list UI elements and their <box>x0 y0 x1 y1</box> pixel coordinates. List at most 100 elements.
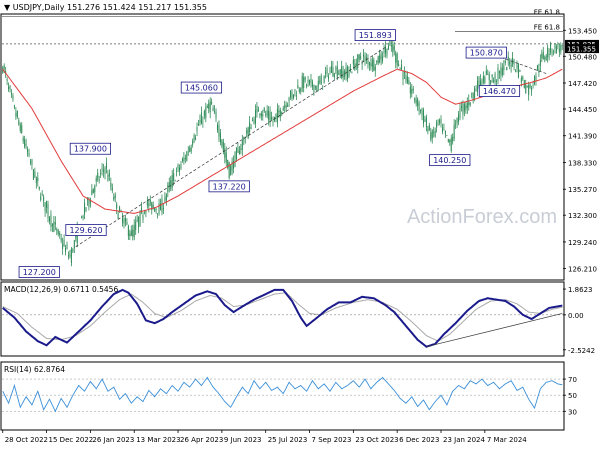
candle-body <box>92 188 94 194</box>
candle-body <box>127 226 129 237</box>
candle-body <box>12 95 14 100</box>
candle-body <box>244 140 246 142</box>
candle-body <box>551 52 553 54</box>
candle-body <box>28 153 30 156</box>
candle-body <box>234 152 236 168</box>
candle-body <box>143 212 145 214</box>
candle-body <box>193 134 195 142</box>
candle-body <box>211 101 213 104</box>
x-tick-label: 23 Jan 2024 <box>443 436 486 444</box>
candle-body <box>164 197 166 202</box>
collapse-arrow-icon[interactable]: ▼ <box>4 3 11 12</box>
candle-body <box>256 106 258 113</box>
candle-body <box>347 66 349 80</box>
x-tick-label: 6 Dec 2023 <box>399 436 439 444</box>
candle-body <box>238 150 240 155</box>
candle-body <box>424 119 426 122</box>
candle-body <box>503 65 505 71</box>
candle-body <box>67 255 69 257</box>
x-tick-label: 7 Sep 2023 <box>312 436 352 444</box>
candle-body <box>63 240 65 246</box>
candle-body <box>154 207 156 212</box>
candle-body <box>456 118 458 124</box>
candle-body <box>192 140 194 145</box>
candle-body <box>108 173 110 177</box>
candle-body <box>228 162 230 179</box>
macd-tick-label: 1.8623 <box>568 286 593 294</box>
candle-body <box>386 48 388 56</box>
candle-body <box>157 213 159 214</box>
candle-body <box>268 110 270 120</box>
candle-body <box>34 171 36 178</box>
candle-body <box>9 85 11 90</box>
candle-body <box>390 45 392 47</box>
candle-body <box>2 67 4 73</box>
candle-body <box>22 137 24 142</box>
candle-body <box>319 80 321 82</box>
candle-body <box>336 66 338 78</box>
candle-body <box>513 60 515 65</box>
candle-body <box>368 62 370 66</box>
candle-body <box>479 80 481 88</box>
candle-body <box>66 244 68 249</box>
candle-body <box>428 125 430 130</box>
candle-body <box>107 174 109 182</box>
candle-body <box>287 104 289 107</box>
candle-body <box>379 55 381 63</box>
candle-body <box>29 161 31 163</box>
candle-body <box>60 238 62 241</box>
candle-body <box>507 56 509 61</box>
candle-body <box>504 60 506 63</box>
candle-body <box>542 52 544 59</box>
candle-body <box>199 119 201 123</box>
price-annotation: 137.900 <box>69 142 111 155</box>
candle-body <box>425 117 427 127</box>
candle-body <box>455 123 457 125</box>
candle-body <box>440 118 442 124</box>
candle-body <box>281 111 283 115</box>
candle-body <box>104 168 106 175</box>
candle-body <box>517 63 519 78</box>
candle-body <box>311 81 313 87</box>
candle-body <box>179 167 181 172</box>
candle-body <box>427 128 429 132</box>
candle-body <box>167 185 169 192</box>
candle-body <box>322 85 324 87</box>
candle-body <box>16 110 18 118</box>
candle-body <box>412 88 414 91</box>
candle-body <box>328 76 330 79</box>
price-layer: FE 61.8 FE 61.8 127.200 137.900 129.620 145.0… <box>2 8 563 278</box>
candle-body <box>403 72 405 74</box>
annotation-label: 150.870 <box>470 49 503 58</box>
candle-body <box>417 98 419 106</box>
candle-body <box>180 164 182 169</box>
candle-body <box>485 70 487 76</box>
candle-body <box>387 45 389 50</box>
candle-body <box>557 43 559 46</box>
candle-body <box>216 124 218 131</box>
candle-body <box>155 209 157 210</box>
candle-body <box>512 57 514 65</box>
candle-body <box>355 63 357 66</box>
candle-body <box>526 86 528 88</box>
candle-body <box>541 53 543 59</box>
candle-body <box>190 147 192 152</box>
candle-body <box>443 129 445 130</box>
candle-body <box>44 202 46 212</box>
candle-body <box>398 64 400 67</box>
candle-body <box>95 178 97 182</box>
candle-body <box>65 247 67 252</box>
macd-layer <box>2 288 563 348</box>
candle-body <box>276 109 278 124</box>
candle-body <box>145 210 147 214</box>
candle-body <box>494 73 496 83</box>
candle-body <box>8 86 10 89</box>
candle-body <box>240 148 242 150</box>
candle-body <box>56 228 58 231</box>
macd-line <box>2 288 563 348</box>
price-tag-box <box>565 44 599 54</box>
candle-body <box>285 104 287 109</box>
candle-body <box>411 88 413 95</box>
candle-body <box>149 199 151 203</box>
candle-body <box>345 67 347 75</box>
